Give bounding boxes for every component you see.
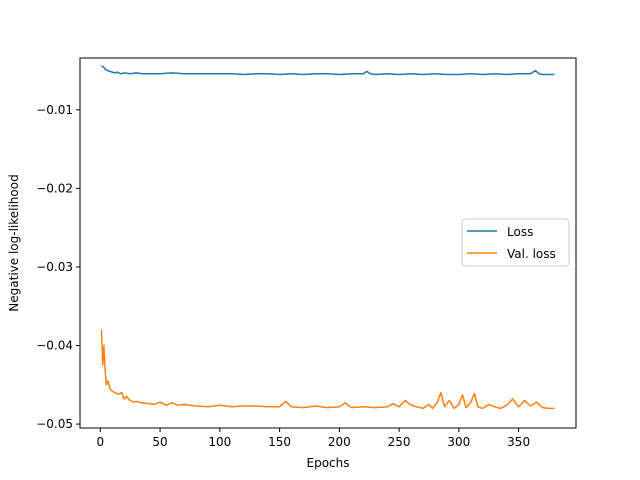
x-tick-label: 250 <box>388 435 411 449</box>
x-tick-label: 350 <box>507 435 530 449</box>
x-tick-label: 50 <box>152 435 167 449</box>
series-layer <box>100 65 555 410</box>
x-tick-label: 0 <box>96 435 104 449</box>
y-axis-ticks: −0.01 −0.02 −0.03 −0.04 −0.05 <box>36 103 80 431</box>
series-line-val-loss <box>100 329 555 410</box>
x-tick-label: 150 <box>268 435 291 449</box>
y-tick-label: −0.04 <box>36 339 73 353</box>
legend-label-loss: Loss <box>507 225 533 239</box>
legend: Loss Val. loss <box>461 218 570 267</box>
series-line-loss <box>101 65 555 76</box>
y-axis-label: Negative log-likelihood <box>7 174 21 311</box>
x-axis-label: Epochs <box>307 456 350 470</box>
x-axis-ticks: 0 50 100 150 200 250 300 350 <box>96 428 530 449</box>
y-tick-label: −0.03 <box>36 260 73 274</box>
y-tick-label: −0.01 <box>36 103 73 117</box>
x-tick-label: 200 <box>328 435 351 449</box>
y-tick-label: −0.05 <box>36 417 73 431</box>
x-tick-label: 100 <box>208 435 231 449</box>
plot-frame <box>79 57 577 429</box>
legend-label-val-loss: Val. loss <box>507 247 556 261</box>
x-tick-label: 300 <box>447 435 470 449</box>
y-tick-label: −0.02 <box>36 181 73 195</box>
